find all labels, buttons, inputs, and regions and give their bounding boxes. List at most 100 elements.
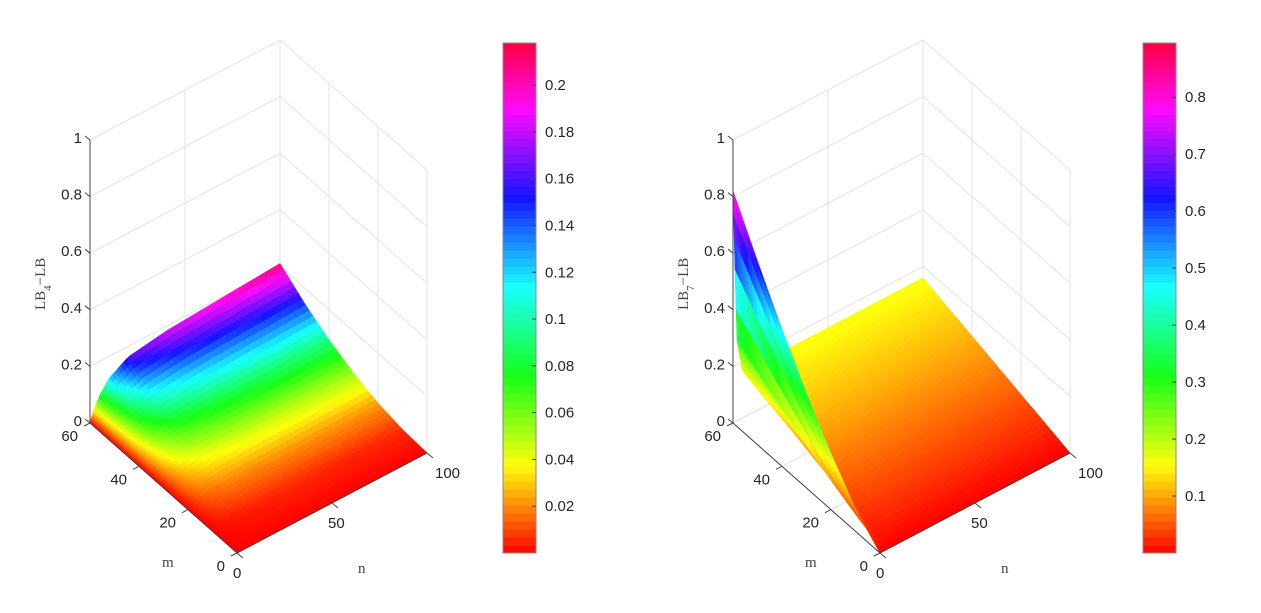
m-tick-label: 20 — [159, 515, 176, 532]
z-tick-label: 0 — [717, 413, 725, 430]
colorbar-band — [503, 425, 536, 434]
colorbar-band — [503, 43, 536, 52]
z-tick — [727, 248, 734, 254]
colorbar-band — [1143, 218, 1176, 227]
colorbar-band — [503, 50, 536, 60]
m-tick-label: 60 — [61, 428, 78, 445]
colorbar-band — [503, 210, 536, 219]
colorbar-band — [503, 393, 536, 403]
colorbar-band — [1143, 58, 1176, 68]
colorbar-band — [503, 321, 536, 331]
colorbar-band — [1143, 401, 1176, 411]
colorbar-tick-label: 0.1 — [545, 311, 566, 328]
colorbar-band — [503, 226, 536, 235]
colorbar-band — [503, 258, 536, 267]
colorbar-band — [1143, 377, 1176, 387]
colorbar-band — [503, 298, 536, 307]
colorbar-band — [1143, 202, 1176, 211]
colorbar-band — [503, 313, 536, 323]
colorbar-band — [1143, 337, 1176, 347]
colorbar-band — [503, 361, 536, 371]
z-tick — [727, 418, 734, 424]
colorbar-band — [1143, 313, 1176, 323]
colorbar-band — [503, 114, 536, 124]
n-tick-label: 0 — [876, 565, 884, 582]
z-tick — [727, 305, 734, 311]
z-tick-label: 0.8 — [704, 187, 725, 204]
colorbar-band — [503, 234, 536, 243]
colorbar-tick-label: 0.3 — [1185, 374, 1206, 391]
colorbar-band — [503, 282, 536, 291]
n-tick — [879, 552, 887, 559]
colorbar-band — [1143, 138, 1176, 148]
gridline-z — [732, 95, 1071, 227]
axes — [726, 135, 1077, 559]
colorbar-band — [503, 178, 536, 187]
colorbar-tick-label: 0.2 — [1185, 431, 1206, 448]
m-axis-line — [732, 422, 881, 554]
m-tick — [873, 552, 881, 557]
colorbar-tick-label: 0.06 — [545, 405, 574, 422]
colorbar-band — [503, 417, 536, 426]
colorbar-band — [1143, 178, 1176, 187]
colorbar-band — [503, 290, 536, 299]
colorbar-band — [1143, 130, 1176, 140]
colorbar-band — [503, 90, 536, 100]
colorbar-band — [503, 337, 536, 347]
surface — [732, 190, 1071, 554]
colorbar-band — [503, 489, 536, 498]
colorbar-band — [1143, 114, 1176, 124]
n-tick-label: 100 — [435, 465, 460, 482]
z-label-rest: −LB — [676, 258, 692, 286]
z-label-subscript: 7 — [685, 285, 697, 291]
colorbar-band — [503, 66, 536, 76]
colorbar-band — [503, 481, 536, 490]
colorbar-band — [1143, 98, 1176, 108]
colorbar-band — [1143, 449, 1176, 458]
colorbar-band — [503, 170, 536, 179]
colorbar-band — [503, 537, 536, 546]
n-tick — [426, 452, 434, 459]
colorbar-band — [1143, 43, 1176, 52]
colorbar-band — [1143, 329, 1176, 339]
colorbar-band — [503, 441, 536, 450]
m-tick — [132, 465, 140, 470]
colorbar-band — [1143, 433, 1176, 442]
m-tick — [726, 422, 734, 427]
colorbar-band — [1143, 50, 1176, 60]
z-tick — [84, 305, 91, 311]
colorbar-band — [503, 497, 536, 506]
colorbar-tick-label: 0.02 — [545, 498, 574, 515]
z-tick-label: 0.6 — [704, 243, 725, 260]
colorbar: 0.1 0.2 0.3 0.4 0.5 0.6 0.7 0.8 — [1142, 42, 1206, 554]
m-tick-label: 20 — [802, 515, 819, 532]
z-tick-label: 0.4 — [61, 300, 82, 317]
z-label-base: LB — [33, 291, 49, 310]
colorbar-band — [1143, 473, 1176, 482]
colorbar-band — [1143, 505, 1176, 514]
colorbar-band — [1143, 154, 1176, 164]
colorbar-band — [1143, 90, 1176, 100]
z-tick — [84, 192, 91, 197]
z-tick-label: 0.2 — [704, 356, 725, 373]
colorbar-band — [503, 162, 536, 171]
z-label-base: LB — [676, 291, 692, 310]
colorbar-band — [1143, 353, 1176, 363]
z-tick-label: 1 — [74, 130, 82, 147]
z-axis-label: LB4−LB — [33, 258, 54, 310]
colorbar-band — [503, 186, 536, 195]
colorbar-band — [503, 98, 536, 108]
n-tick — [331, 502, 339, 509]
n-axis-label: n — [1001, 561, 1009, 577]
colorbar-band — [503, 409, 536, 419]
colorbar-band — [1143, 250, 1176, 259]
colorbar-tick-label: 0.12 — [545, 264, 574, 281]
colorbar-band — [1143, 170, 1176, 179]
gridline-z — [89, 152, 428, 284]
colorbar-band — [503, 122, 536, 132]
colorbar-tick-label: 0.5 — [1185, 260, 1206, 277]
